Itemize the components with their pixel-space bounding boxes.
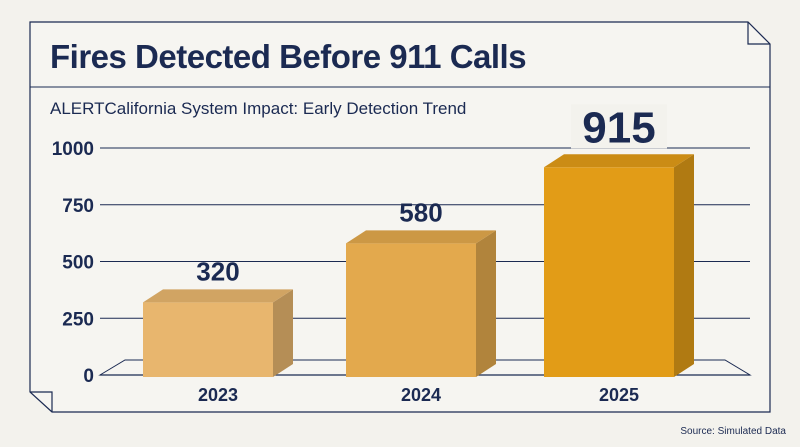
chart-title: Fires Detected Before 911 Calls [50, 38, 527, 75]
bar-side-2023 [273, 289, 293, 377]
bar-top-2023 [143, 289, 293, 303]
x-tick-label: 2023 [198, 385, 238, 405]
x-tick-label: 2024 [401, 385, 441, 405]
bar-side-2025 [674, 154, 694, 377]
data-label-2024: 580 [399, 197, 442, 227]
chart-subtitle: ALERTCalifornia System Impact: Early Det… [50, 99, 467, 118]
y-tick-label: 250 [62, 309, 94, 330]
bar-top-2025 [544, 154, 694, 168]
y-tick-label: 500 [62, 253, 94, 274]
y-tick-label: 0 [83, 366, 94, 387]
data-label-2023: 320 [196, 256, 239, 286]
y-tick-label: 1000 [52, 139, 94, 160]
y-tick-label: 750 [62, 196, 94, 217]
bar-2025 [544, 167, 674, 377]
data-label-backdrop [571, 104, 667, 149]
bar-2023 [143, 302, 273, 377]
source-note: Source: Simulated Data [680, 426, 786, 437]
bar-top-2024 [346, 230, 496, 244]
bar-side-2024 [476, 230, 496, 377]
x-tick-label: 2025 [599, 385, 639, 405]
bar-2024 [346, 243, 476, 377]
data-label-2025: 915 [582, 103, 655, 152]
